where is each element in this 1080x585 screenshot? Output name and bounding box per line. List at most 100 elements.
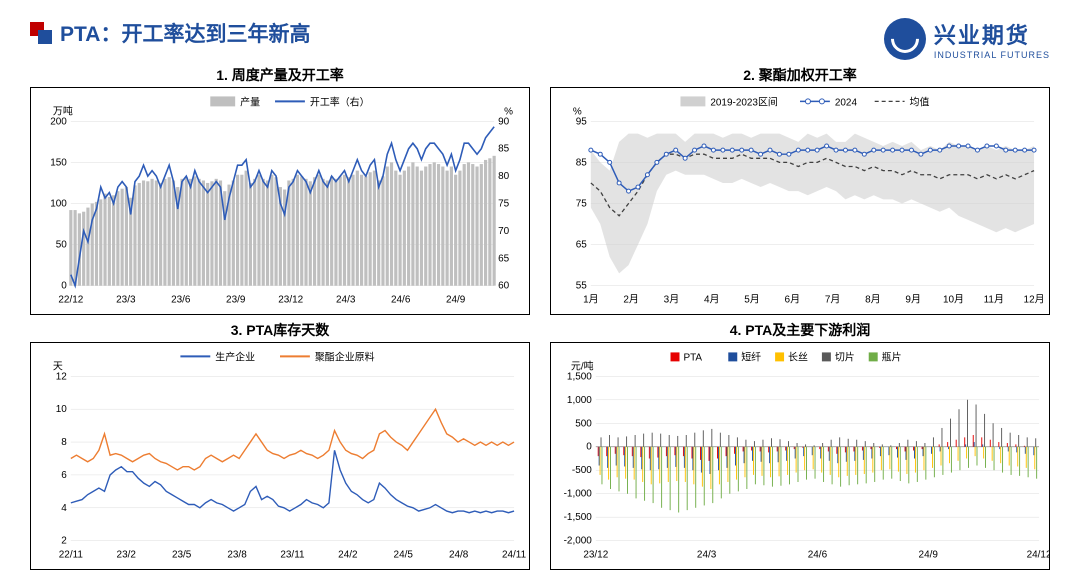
svg-text:12月: 12月 bbox=[1024, 294, 1045, 306]
svg-text:瓶片: 瓶片 bbox=[882, 350, 902, 363]
svg-text:%: % bbox=[573, 106, 582, 117]
svg-text:23/9: 23/9 bbox=[226, 295, 246, 306]
svg-text:24/6: 24/6 bbox=[391, 295, 411, 306]
chart4-title: 4. PTA及主要下游利润 bbox=[550, 320, 1050, 340]
company-logo: 兴业期货 INDUSTRIAL FUTURES bbox=[884, 18, 1050, 60]
svg-text:6月: 6月 bbox=[785, 294, 801, 306]
svg-text:4月: 4月 bbox=[704, 294, 720, 306]
svg-text:长丝: 长丝 bbox=[788, 351, 808, 363]
svg-text:-1,500: -1,500 bbox=[564, 512, 593, 523]
svg-text:500: 500 bbox=[575, 418, 592, 429]
svg-text:24/12: 24/12 bbox=[1027, 550, 1049, 561]
svg-text:24/2: 24/2 bbox=[338, 550, 358, 561]
svg-text:24/9: 24/9 bbox=[446, 295, 466, 306]
title-icon bbox=[30, 22, 52, 44]
svg-text:2月: 2月 bbox=[623, 294, 639, 306]
svg-text:7月: 7月 bbox=[825, 294, 841, 306]
svg-text:22/11: 22/11 bbox=[59, 550, 84, 561]
svg-text:23/2: 23/2 bbox=[117, 550, 137, 561]
svg-text:9月: 9月 bbox=[905, 294, 921, 306]
svg-text:1,500: 1,500 bbox=[567, 371, 592, 382]
svg-text:70: 70 bbox=[498, 226, 510, 237]
chart3-panel: 3. PTA库存天数 2 4 6 8 10 12天 22/11 23/2 23/5 23/8 23/… bbox=[30, 320, 530, 570]
page-title: PTA：开工率达到三年新高 bbox=[60, 18, 310, 48]
svg-text:23/6: 23/6 bbox=[171, 295, 191, 306]
chart4-panel: 4. PTA及主要下游利润 -2,000 -1,500 -1,000 -500 0 500… bbox=[550, 320, 1050, 570]
svg-text:24/3: 24/3 bbox=[697, 550, 717, 561]
svg-text:75: 75 bbox=[498, 198, 510, 209]
svg-text:2: 2 bbox=[61, 536, 67, 547]
svg-text:85: 85 bbox=[576, 157, 588, 168]
svg-text:11月: 11月 bbox=[984, 294, 1004, 306]
svg-text:0: 0 bbox=[586, 442, 592, 453]
chart3-title: 3. PTA库存天数 bbox=[30, 320, 530, 340]
svg-text:100: 100 bbox=[50, 198, 67, 209]
svg-text:6: 6 bbox=[61, 470, 67, 481]
chart1-svg: 05010015020060657075808590万吨%22/1223/323… bbox=[31, 88, 529, 314]
chart2-svg: 55 65 75 85 95% 1月 2月 3月 4月 5月 6月 7月 8月 9月 10月 11月 12月 20… bbox=[551, 88, 1049, 314]
svg-text:24/6: 24/6 bbox=[808, 550, 828, 561]
svg-text:1,000: 1,000 bbox=[567, 395, 592, 406]
svg-text:元/吨: 元/吨 bbox=[571, 359, 594, 372]
svg-text:5月: 5月 bbox=[744, 294, 760, 306]
svg-text:55: 55 bbox=[576, 281, 588, 292]
svg-text:65: 65 bbox=[498, 253, 510, 264]
svg-text:23/5: 23/5 bbox=[172, 550, 192, 561]
svg-text:50: 50 bbox=[56, 240, 68, 251]
svg-text:10月: 10月 bbox=[943, 294, 964, 306]
svg-text:85: 85 bbox=[498, 144, 510, 155]
svg-text:1月: 1月 bbox=[583, 294, 599, 306]
chart4-svg: -2,000 -1,500 -1,000 -500 0 500 1,000 1,500元/吨 2… bbox=[551, 343, 1049, 569]
svg-text:150: 150 bbox=[50, 157, 67, 168]
svg-text:23/11: 23/11 bbox=[280, 550, 305, 561]
chart3-svg: 2 4 6 8 10 12天 22/11 23/2 23/5 23/8 23/11 24/2 24/5 2… bbox=[31, 343, 529, 569]
chart2-title: 2. 聚酯加权开工率 bbox=[550, 65, 1050, 85]
svg-text:-500: -500 bbox=[572, 465, 592, 476]
svg-text:24/3: 24/3 bbox=[336, 295, 356, 306]
chart1-panel: 1. 周度产量及开工率 05010015020060657075808590万吨… bbox=[30, 65, 530, 315]
logo-en: INDUSTRIAL FUTURES bbox=[934, 50, 1050, 60]
svg-text:聚酯企业原料: 聚酯企业原料 bbox=[315, 350, 375, 363]
svg-text:生产企业: 生产企业 bbox=[215, 350, 255, 363]
logo-cn: 兴业期货 bbox=[934, 18, 1050, 50]
svg-text:8: 8 bbox=[61, 437, 67, 448]
svg-text:10: 10 bbox=[56, 404, 68, 415]
svg-text:PTA: PTA bbox=[683, 352, 702, 363]
svg-text:22/12: 22/12 bbox=[58, 295, 83, 306]
svg-text:均值: 均值 bbox=[910, 95, 930, 108]
svg-text:2019-2023区间: 2019-2023区间 bbox=[710, 95, 778, 108]
svg-text:23/12: 23/12 bbox=[583, 550, 608, 561]
svg-text:23/8: 23/8 bbox=[227, 550, 247, 561]
svg-text:短纤: 短纤 bbox=[741, 350, 761, 363]
svg-text:95: 95 bbox=[576, 116, 588, 127]
svg-text:-2,000: -2,000 bbox=[564, 536, 593, 547]
svg-text:开工率（右）: 开工率（右） bbox=[310, 95, 370, 108]
svg-text:80: 80 bbox=[498, 171, 510, 182]
svg-text:24/11: 24/11 bbox=[502, 550, 527, 561]
svg-text:%: % bbox=[504, 106, 513, 117]
svg-text:12: 12 bbox=[56, 371, 68, 382]
svg-text:24/9: 24/9 bbox=[919, 550, 939, 561]
svg-text:200: 200 bbox=[50, 116, 67, 127]
page-title-block: PTA：开工率达到三年新高 bbox=[30, 18, 310, 48]
svg-text:60: 60 bbox=[498, 281, 510, 292]
chart2-panel: 2. 聚酯加权开工率 55 65 75 85 95% 1月 2月 3月 4月 5月 6月 7月 8月 9月… bbox=[550, 65, 1050, 315]
svg-text:万吨: 万吨 bbox=[53, 104, 73, 117]
logo-icon bbox=[884, 18, 926, 60]
svg-text:23/3: 23/3 bbox=[116, 295, 136, 306]
svg-text:3月: 3月 bbox=[664, 294, 680, 306]
svg-text:2024: 2024 bbox=[835, 97, 858, 108]
svg-text:4: 4 bbox=[61, 503, 67, 514]
svg-text:8月: 8月 bbox=[865, 294, 881, 306]
svg-text:65: 65 bbox=[576, 240, 588, 251]
svg-text:切片: 切片 bbox=[835, 350, 855, 363]
svg-text:天: 天 bbox=[53, 361, 63, 372]
svg-text:产量: 产量 bbox=[240, 95, 260, 108]
svg-text:24/5: 24/5 bbox=[394, 550, 414, 561]
chart1-title: 1. 周度产量及开工率 bbox=[30, 65, 530, 85]
svg-text:90: 90 bbox=[498, 116, 510, 127]
svg-text:24/8: 24/8 bbox=[449, 550, 469, 561]
svg-text:23/12: 23/12 bbox=[278, 295, 303, 306]
svg-text:75: 75 bbox=[576, 198, 588, 209]
svg-text:-1,000: -1,000 bbox=[564, 489, 593, 500]
